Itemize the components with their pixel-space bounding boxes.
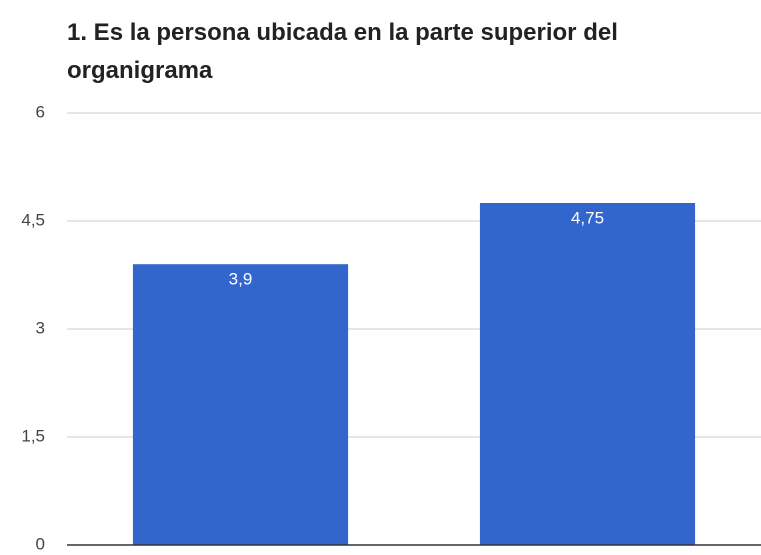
y-tick-label: 4,5 xyxy=(21,210,45,229)
bar xyxy=(132,264,349,545)
y-tick-label: 1,5 xyxy=(21,426,45,445)
bar xyxy=(479,203,696,545)
y-tick-label: 0 xyxy=(36,534,45,553)
y-tick-label: 3 xyxy=(36,318,45,337)
data-label: 3,9 xyxy=(229,270,253,289)
data-label: 4,75 xyxy=(571,208,604,227)
chart-title: 1. Es la persona ubicada en la parte sup… xyxy=(67,19,618,84)
y-tick-label: 6 xyxy=(36,102,45,121)
